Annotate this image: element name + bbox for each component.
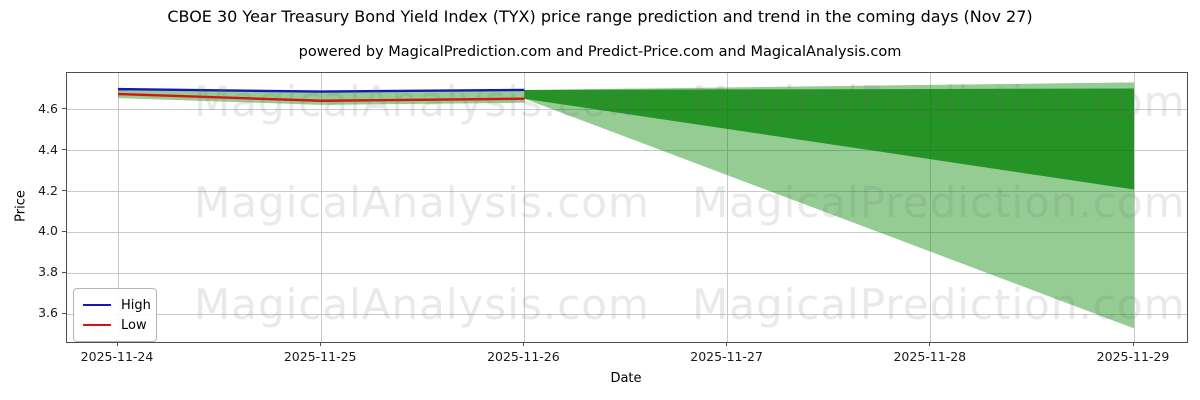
v-gridline	[117, 73, 119, 342]
legend-line-swatch	[83, 323, 111, 327]
legend-label: Low	[121, 317, 147, 333]
v-gridline	[1133, 73, 1135, 342]
x-tick-label: 2025-11-24	[80, 349, 154, 364]
y-tick-label: 4.0	[38, 223, 58, 239]
chart-canvas	[117, 82, 1134, 329]
x-tick-mark	[726, 342, 728, 346]
legend-line-swatch	[83, 303, 111, 307]
x-tick-label: 2025-11-26	[487, 349, 560, 364]
x-axis-label: Date	[610, 371, 642, 386]
legend-item-low: Low	[83, 315, 147, 335]
watermark-magicalanalysis: MagicalAnalysis.com	[194, 280, 650, 329]
chart-subtitle: powered by MagicalPrediction.com and Pre…	[298, 44, 902, 60]
x-tick-label: 2025-11-28	[893, 349, 967, 364]
h-gridline	[67, 150, 1187, 152]
legend-item-high: High	[83, 295, 151, 315]
y-tick-mark	[62, 271, 66, 273]
chart-title: CBOE 30 Year Treasury Bond Yield Index (…	[167, 7, 1033, 26]
watermark-magicalprediction: MagicalPrediction.com	[692, 77, 1186, 126]
v-gridline	[320, 73, 322, 342]
y-tick-mark	[62, 108, 66, 110]
legend-label: High	[121, 297, 151, 313]
x-tick-mark	[116, 342, 118, 346]
high-line	[117, 87, 525, 93]
x-tick-label: 2025-11-27	[690, 349, 763, 364]
y-tick-mark	[62, 190, 66, 192]
y-tick-mark	[62, 312, 66, 314]
low-line	[117, 92, 525, 102]
x-tick-label: 2025-11-29	[1096, 349, 1170, 364]
watermark-magicalanalysis: MagicalAnalysis.com	[194, 77, 650, 126]
legend: High Low	[73, 288, 157, 342]
v-gridline	[523, 73, 525, 342]
watermark-magicalprediction: MagicalPrediction.com	[692, 178, 1186, 227]
x-tick-mark	[929, 342, 931, 346]
watermark-magicalprediction: MagicalPrediction.com	[692, 280, 1186, 329]
h-gridline	[67, 191, 1187, 193]
v-gridline	[727, 73, 729, 342]
h-gridline	[67, 313, 1187, 315]
y-tick-label: 4.6	[38, 100, 58, 116]
y-tick-label: 4.2	[38, 182, 58, 198]
h-gridline	[67, 231, 1187, 233]
y-tick-mark	[62, 149, 66, 151]
y-tick-label: 4.4	[38, 141, 58, 157]
forecast-inner-band	[524, 88, 1134, 190]
x-tick-label: 2025-11-25	[283, 349, 357, 364]
watermark-magicalanalysis: MagicalAnalysis.com	[194, 178, 650, 227]
y-tick-label: 3.6	[38, 305, 58, 321]
h-gridline	[67, 272, 1187, 274]
y-tick-label: 3.8	[38, 264, 58, 280]
plot-area: MagicalAnalysis.com MagicalPrediction.com…	[66, 72, 1188, 343]
x-tick-mark	[522, 342, 524, 346]
v-gridline	[930, 73, 932, 342]
x-tick-mark	[319, 342, 321, 346]
x-tick-mark	[1132, 342, 1134, 346]
y-tick-mark	[62, 230, 66, 232]
